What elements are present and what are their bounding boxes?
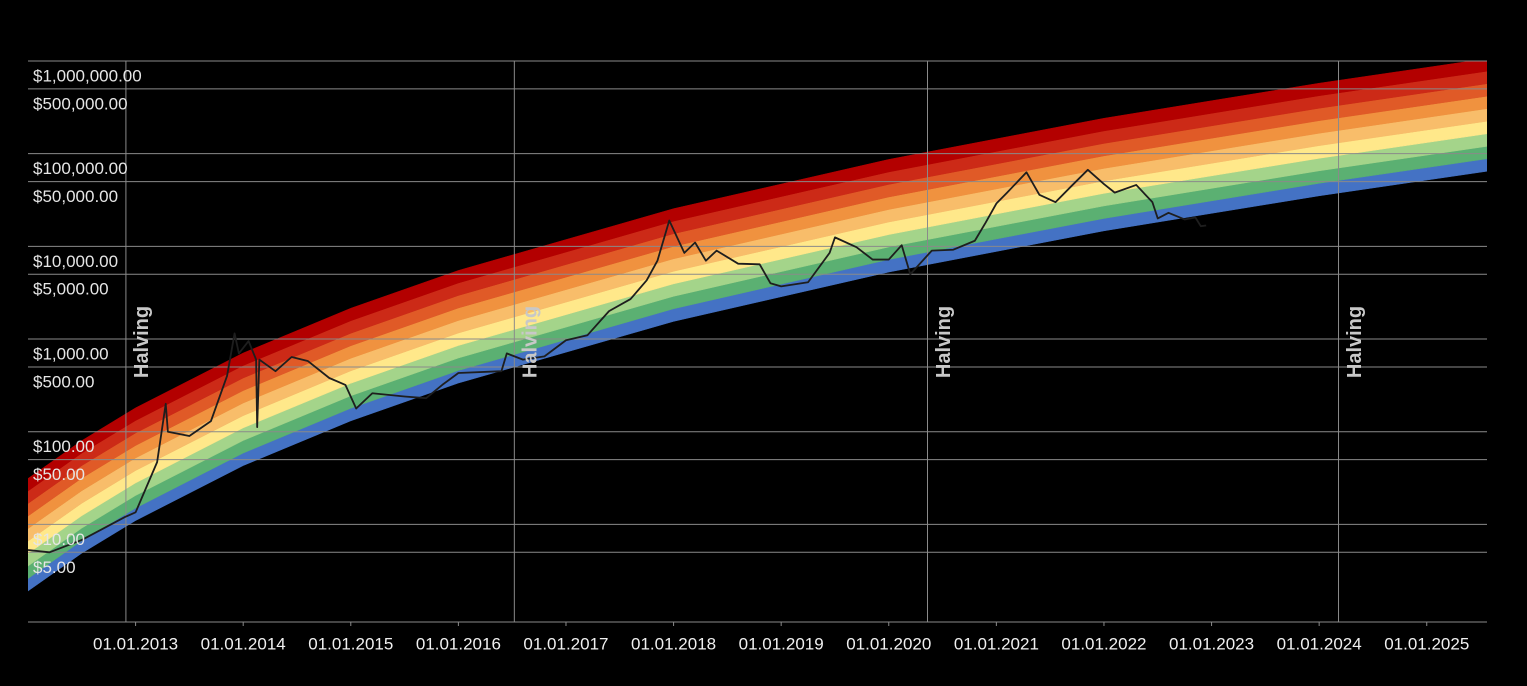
- y-tick-label: $50,000.00: [33, 187, 118, 206]
- x-tick-label: 01.01.2024: [1277, 634, 1362, 653]
- x-tick-label: 01.01.2023: [1169, 634, 1254, 653]
- y-tick-label: $500.00: [33, 372, 94, 391]
- y-tick-label: $1,000,000.00: [33, 66, 142, 85]
- x-tick-label: 01.01.2013: [93, 634, 178, 653]
- y-tick-label: $100.00: [33, 437, 94, 456]
- price-layer: [28, 168, 1207, 554]
- y-tick-label: $1,000.00: [33, 345, 109, 364]
- x-tick-label: 01.01.2021: [954, 634, 1039, 653]
- x-tick-label: 01.01.2015: [308, 634, 393, 653]
- halving-label: Halving: [1344, 306, 1366, 378]
- y-tick-label: $5.00: [33, 558, 76, 577]
- x-tick-label: 01.01.2020: [846, 634, 931, 653]
- y-tick-label: $10.00: [33, 530, 85, 549]
- halving-label: Halving: [933, 306, 955, 378]
- x-tick-label: 01.01.2017: [523, 634, 608, 653]
- rainbow-band: [28, 61, 1487, 492]
- x-tick-label: 01.01.2018: [631, 634, 716, 653]
- y-tick-label: $500,000.00: [33, 94, 128, 113]
- x-tick-label: 01.01.2016: [416, 634, 501, 653]
- halving-label: Halving: [131, 306, 153, 378]
- y-tick-label: $50.00: [33, 465, 85, 484]
- x-tick-label: 01.01.2022: [1061, 634, 1146, 653]
- x-tick-label: 01.01.2014: [201, 634, 286, 653]
- labels: $1,000,000.00 $500,000.00 $100,000.00 $50,0…: [33, 66, 1469, 653]
- rainbow-bands: [28, 61, 1487, 592]
- y-tick-label: $10,000.00: [33, 252, 118, 271]
- x-tick-label: 01.01.2019: [739, 634, 824, 653]
- y-tick-label: $100,000.00: [33, 159, 128, 178]
- price-line: [28, 168, 1207, 554]
- y-tick-label: $5,000.00: [33, 280, 109, 299]
- halving-label: Halving: [520, 306, 542, 378]
- grid: [28, 60, 1487, 623]
- x-tick-label: 01.01.2025: [1384, 634, 1469, 653]
